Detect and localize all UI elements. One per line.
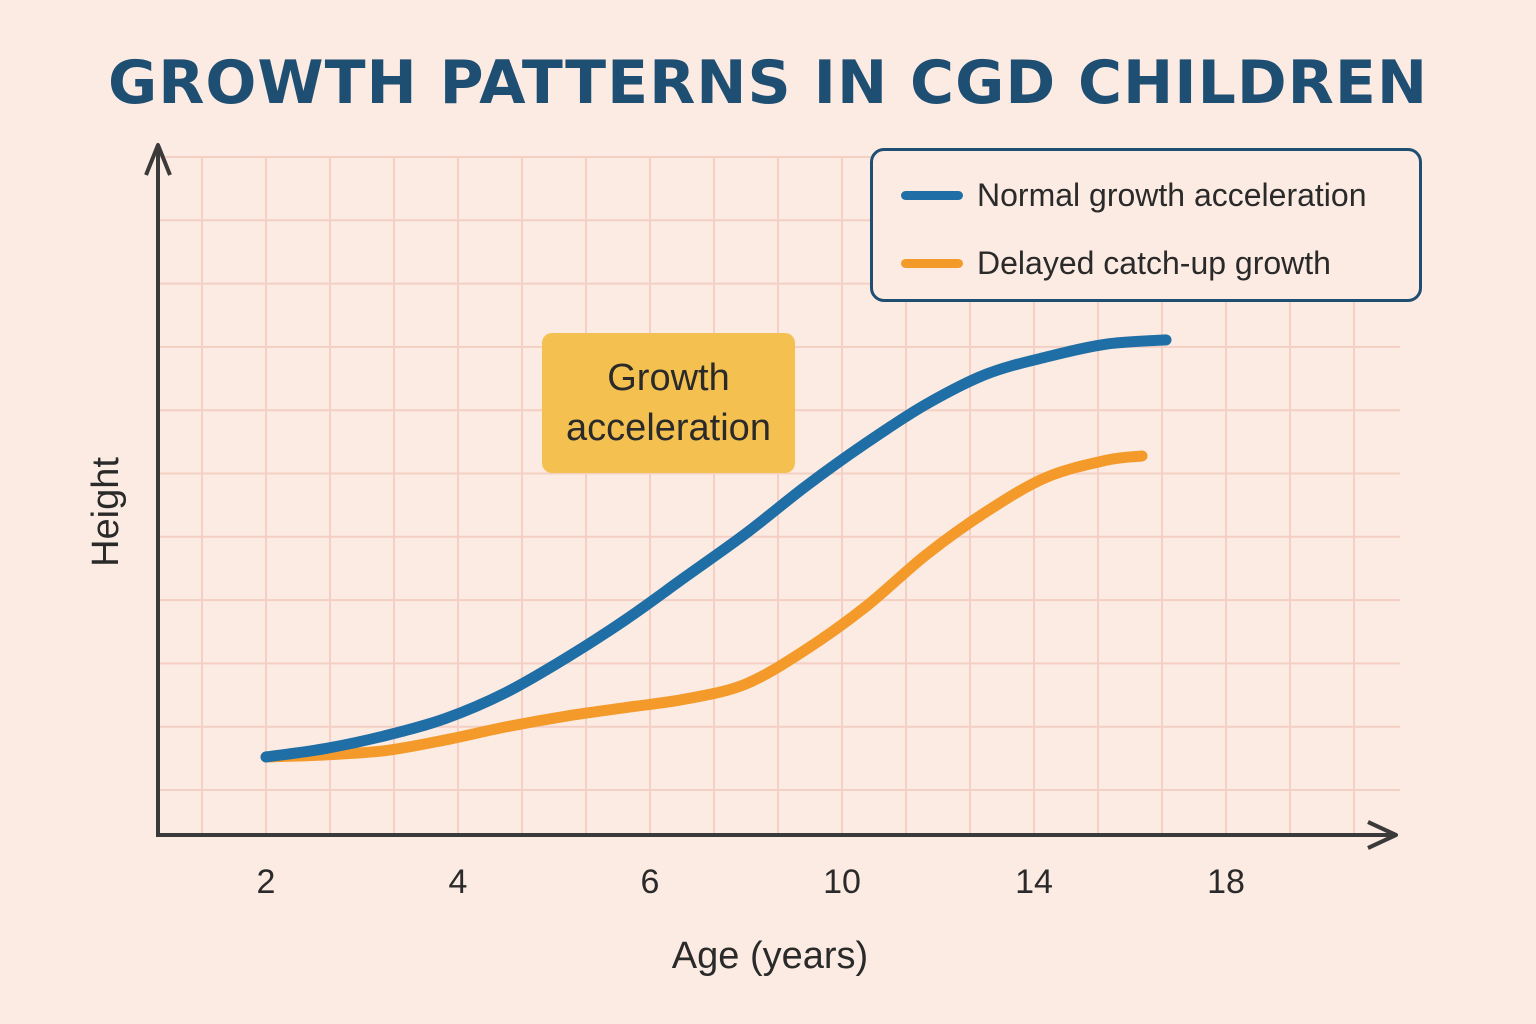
legend-swatch-normal bbox=[901, 190, 963, 200]
legend-item-normal: Normal growth acceleration bbox=[901, 175, 1367, 215]
x-axis-label: Age (years) bbox=[672, 935, 868, 977]
x-tick-label: 10 bbox=[823, 863, 861, 901]
series-line-normal bbox=[260, 334, 1172, 763]
x-tick-label: 14 bbox=[1015, 863, 1053, 901]
y-axis-arrow bbox=[144, 143, 172, 176]
x-tick-label: 6 bbox=[641, 863, 660, 901]
legend-swatch-delayed bbox=[901, 258, 963, 268]
x-axis-arrow bbox=[1367, 820, 1398, 850]
y-axis-label: Height bbox=[85, 457, 127, 567]
chart-title: GROWTH PATTERNS IN CGD CHILDREN bbox=[107, 48, 1429, 118]
x-tick-label: 18 bbox=[1207, 863, 1245, 901]
x-tick-label: 2 bbox=[257, 863, 276, 901]
growth-acceleration-annotation: Growth acceleration bbox=[542, 333, 795, 473]
legend-label-normal: Normal growth acceleration bbox=[977, 176, 1367, 213]
axes bbox=[144, 143, 1398, 850]
x-tick-labels: 2 4 6 10 14 18 bbox=[257, 863, 1245, 901]
legend-label-delayed: Delayed catch-up growth bbox=[977, 244, 1331, 281]
legend-item-delayed: Delayed catch-up growth bbox=[901, 243, 1331, 283]
x-tick-label: 4 bbox=[449, 863, 468, 901]
legend: Normal growth acceleration Delayed catch… bbox=[870, 148, 1422, 302]
series-group bbox=[260, 334, 1172, 763]
series-line-delayed bbox=[260, 450, 1148, 763]
